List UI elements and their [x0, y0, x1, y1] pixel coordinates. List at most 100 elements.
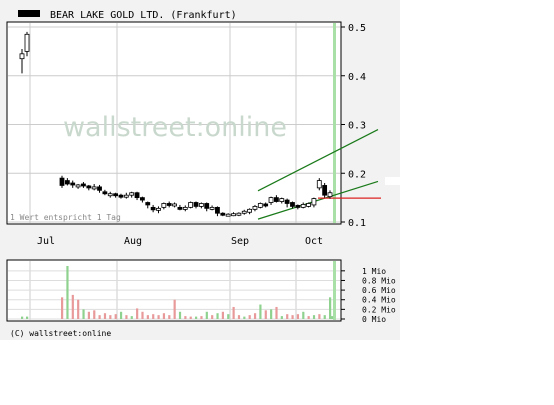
candle-body [107, 193, 113, 197]
candle-body [129, 192, 135, 196]
candle-body [263, 203, 269, 207]
price-frame [6, 21, 342, 225]
candle-body [220, 212, 226, 216]
volume-bar [103, 313, 107, 319]
candle-body [198, 203, 204, 207]
candle-body [70, 182, 76, 186]
volume-tick-label: 0.6 Mio [362, 286, 396, 295]
candle-body [102, 191, 108, 195]
volume-bar [329, 297, 332, 319]
x-tick-label: Oct [305, 236, 323, 247]
volume-bar [195, 316, 198, 319]
volume-bar [243, 316, 246, 319]
copyright-footer: (C) wallstreet:online [10, 329, 111, 338]
volume-bar [259, 304, 262, 319]
x-tick-label: Aug [124, 236, 142, 247]
volume-bar [216, 313, 219, 319]
candle-body [273, 197, 279, 202]
volume-bar [275, 306, 278, 319]
volume-bar [152, 314, 155, 319]
x-tick-label: Sep [231, 236, 249, 247]
volume-bar [77, 299, 80, 319]
volume-tick-label: 0.2 Mio [362, 305, 396, 314]
candle-body [161, 203, 167, 208]
candle-body [257, 203, 263, 208]
x-tick-label: Jul [37, 236, 55, 247]
candle-body [225, 213, 231, 217]
watermark: wallstreet:online [63, 112, 287, 143]
candle-body [123, 194, 129, 198]
candle-body [300, 204, 306, 208]
candle-body [64, 180, 70, 185]
chart-panel: wallstreet:online BEAR LAKE GOLD LTD. (F… [0, 0, 400, 340]
volume-bar [264, 310, 267, 319]
volume-bar [211, 315, 214, 319]
volume-tick-label: 0.8 Mio [362, 276, 396, 285]
candle-body [59, 177, 65, 186]
candle-body [290, 202, 295, 207]
volume-bar [93, 310, 96, 319]
y-tick-label: 0.1 [348, 218, 366, 229]
volume-bar [114, 314, 117, 319]
volume-bar [178, 311, 182, 319]
volume-bar [331, 316, 334, 319]
candle-body [295, 205, 301, 208]
candle-body [118, 194, 124, 198]
resolution-note: 1 Wert entspricht 1 Tag [10, 213, 121, 222]
volume-bar [221, 311, 224, 319]
volume-tick-label: 0.4 Mio [362, 296, 396, 305]
volume-bar [248, 315, 251, 319]
y-tick-label: 0.5 [348, 23, 366, 34]
candle-body [247, 208, 253, 213]
volume-bar [130, 316, 133, 319]
channel-upper-line [257, 129, 379, 192]
candle-body [134, 192, 140, 199]
candle-body [268, 197, 274, 203]
volume-bar [109, 315, 112, 319]
y-tick-label: 0.4 [348, 72, 366, 83]
candle-body [252, 205, 258, 210]
candle-body [322, 185, 328, 196]
volume-tick-label: 1 Mio [362, 267, 386, 276]
volume-bar [270, 309, 273, 319]
volume-bar [200, 316, 203, 319]
candle-body [19, 53, 25, 60]
volume-bar [302, 311, 305, 319]
candle-body [327, 192, 333, 198]
volume-bar [318, 314, 321, 319]
volume-bar [323, 315, 326, 319]
candle-body [279, 198, 285, 202]
volume-bar [296, 314, 300, 319]
candle-body [204, 203, 210, 209]
chart-svg: wallstreet:online BEAR LAKE GOLD LTD. (F… [6, 10, 400, 338]
candle-body [91, 186, 97, 190]
volume-bar [162, 313, 166, 319]
volume-bar [173, 299, 176, 319]
y-tick-label: 0.3 [348, 121, 366, 132]
volume-bar [66, 266, 69, 319]
volume-bar [141, 311, 144, 319]
volume-bar [61, 297, 64, 319]
candle-body [188, 202, 194, 208]
volume-bar [237, 315, 241, 319]
candle-body [24, 33, 30, 52]
candle-body [215, 206, 220, 214]
volume-bar [227, 314, 230, 319]
volume-bar [146, 315, 149, 319]
candle-body [193, 202, 199, 207]
volume-bar [71, 294, 74, 319]
y-tick-label: 0.2 [348, 169, 366, 180]
volume-bar [125, 315, 128, 319]
chart-title: BEAR LAKE GOLD LTD. (Frankfurt) [50, 10, 237, 21]
candle-body [241, 210, 247, 214]
candle-body [311, 198, 317, 206]
volume-tick-label: 0 Mio [362, 315, 386, 324]
volume-bar [280, 316, 283, 319]
volume-bar [253, 313, 257, 319]
candle-body [75, 184, 81, 188]
volume-bar [136, 308, 139, 319]
candle-body [81, 183, 86, 187]
volume-bar [291, 315, 294, 319]
price-marker [385, 177, 400, 185]
candle-body [166, 203, 172, 206]
